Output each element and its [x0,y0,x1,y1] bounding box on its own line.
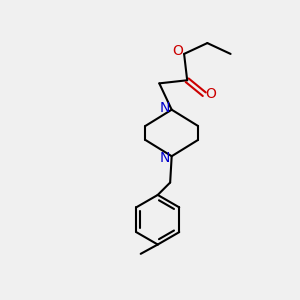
Text: O: O [206,87,217,101]
Text: N: N [160,101,170,115]
Text: N: N [160,151,170,165]
Text: O: O [172,44,183,58]
